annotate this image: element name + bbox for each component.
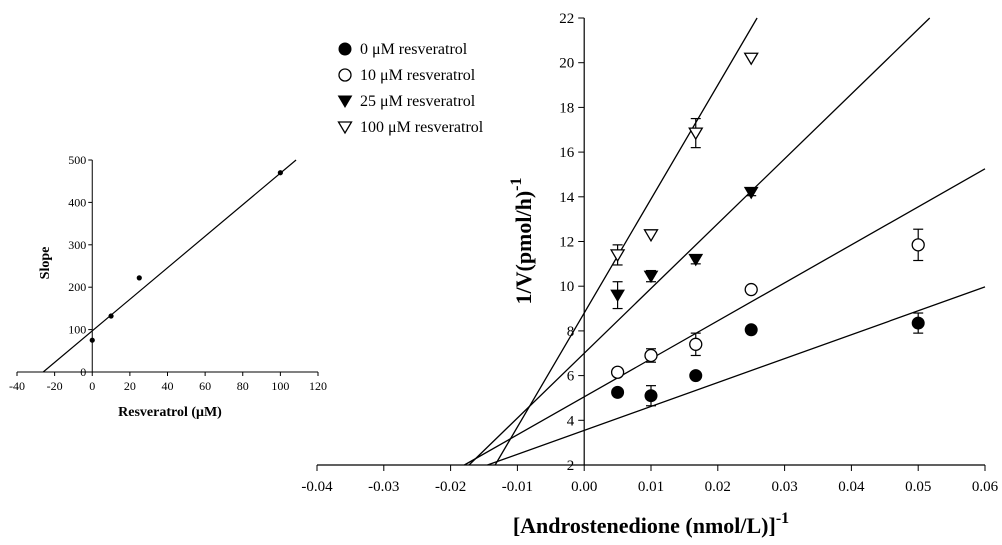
- data-point: [277, 170, 283, 176]
- legend-item: 10 μM resveratrol: [338, 67, 476, 84]
- data-point: [643, 270, 659, 284]
- data-point: [688, 253, 704, 267]
- legend: 0 μM resveratrol 10 μM resveratrol 25 μM r…: [337, 41, 484, 136]
- data-point: [611, 385, 625, 399]
- data-point: [744, 323, 758, 337]
- legend-marker: [338, 42, 352, 56]
- x-tick-label: -0.03: [368, 479, 399, 495]
- x-tick-label: 0.03: [771, 479, 797, 495]
- y-tick-label: 10: [559, 279, 574, 295]
- x-tick-label: 20: [124, 379, 136, 393]
- data-point: [644, 348, 658, 363]
- y-tick-label: 2: [567, 458, 575, 474]
- x-tick-label: -0.04: [301, 479, 333, 495]
- data-point: [89, 337, 95, 343]
- data-point: [744, 282, 758, 297]
- data-point: [911, 238, 925, 252]
- y-tick-label: 8: [567, 324, 575, 340]
- data-point: [644, 389, 658, 403]
- data-point: [609, 249, 626, 263]
- x-tick-label: 0.06: [972, 479, 999, 495]
- legend-item: 100 μM resveratrol: [337, 119, 484, 136]
- x-tick-label: 0.04: [838, 479, 865, 495]
- legend-label: 25 μM resveratrol: [360, 93, 476, 110]
- y-tick-label: 6: [567, 369, 575, 385]
- data-point: [689, 369, 703, 383]
- y-tick-label: 0: [80, 365, 86, 379]
- fit-line: [494, 17, 758, 466]
- x-tick-label: 0.01: [638, 479, 664, 495]
- y-axis-title: 1/V(pmol/h)-1: [508, 177, 536, 304]
- y-tick-label: 100: [68, 323, 86, 337]
- y-tick-label: 12: [559, 235, 574, 251]
- legend-item: 25 μM resveratrol: [337, 93, 476, 110]
- y-tick-label: 20: [559, 56, 574, 72]
- x-tick-label: 60: [199, 379, 211, 393]
- data-point: [610, 289, 625, 303]
- data-point: [688, 127, 704, 141]
- fit-line: [468, 17, 931, 466]
- x-tick-label: 40: [162, 379, 174, 393]
- x-tick-label: 0.05: [905, 479, 931, 495]
- legend-label: 10 μM resveratrol: [360, 67, 476, 84]
- legend-marker: [337, 121, 353, 135]
- x-axis-title: [Androstenedione (nmol/L)]-1: [513, 510, 789, 538]
- x-tick-label: 0: [89, 379, 95, 393]
- legend-marker: [337, 95, 353, 108]
- legend-marker: [338, 68, 352, 82]
- x-axis-title: Resveratrol (μM): [118, 405, 222, 420]
- fit-line: [464, 168, 986, 466]
- data-point: [911, 316, 925, 330]
- y-tick-label: 200: [68, 280, 86, 294]
- data-point: [743, 52, 759, 66]
- y-tick-label: 400: [68, 195, 86, 209]
- x-tick-label: 0.00: [571, 479, 597, 495]
- fit-line: [42, 159, 297, 373]
- x-tick-label: 120: [309, 379, 327, 393]
- y-tick-label: 14: [559, 190, 575, 206]
- legend-label: 100 μM resveratrol: [360, 119, 484, 136]
- data-point: [689, 337, 703, 351]
- x-tick-label: 80: [237, 379, 249, 393]
- x-tick-label: -20: [47, 379, 63, 393]
- y-tick-label: 500: [68, 153, 86, 167]
- data-point: [610, 365, 625, 379]
- x-tick-label: 100: [271, 379, 289, 393]
- legend-label: 0 μM resveratrol: [360, 41, 468, 58]
- data-point: [136, 275, 142, 281]
- data-point: [108, 313, 114, 319]
- y-tick-label: 4: [567, 413, 575, 429]
- x-tick-label: -0.02: [435, 479, 466, 495]
- x-tick-label: -40: [9, 379, 25, 393]
- y-axis-title: Slope: [38, 247, 53, 280]
- y-tick-label: 22: [559, 11, 574, 27]
- y-tick-label: 300: [68, 238, 86, 252]
- slope-replot-chart: -40 -20 0 20 40 60 80 100 120 0 100 200 300 400 500 Res…: [9, 153, 327, 420]
- x-tick-label: -0.01: [502, 479, 533, 495]
- y-tick-label: 18: [559, 100, 574, 116]
- x-tick-label: 0.02: [705, 479, 731, 495]
- fit-line: [487, 286, 986, 466]
- y-tick-label: 16: [559, 145, 575, 161]
- legend-item: 0 μM resveratrol: [338, 41, 468, 58]
- data-point: [643, 229, 659, 243]
- data-point: [743, 186, 759, 200]
- lineweaver-burk-chart: -0.04 -0.03 -0.02 -0.01 0.00 0.01 0.02 0.03 0.04…: [301, 11, 998, 538]
